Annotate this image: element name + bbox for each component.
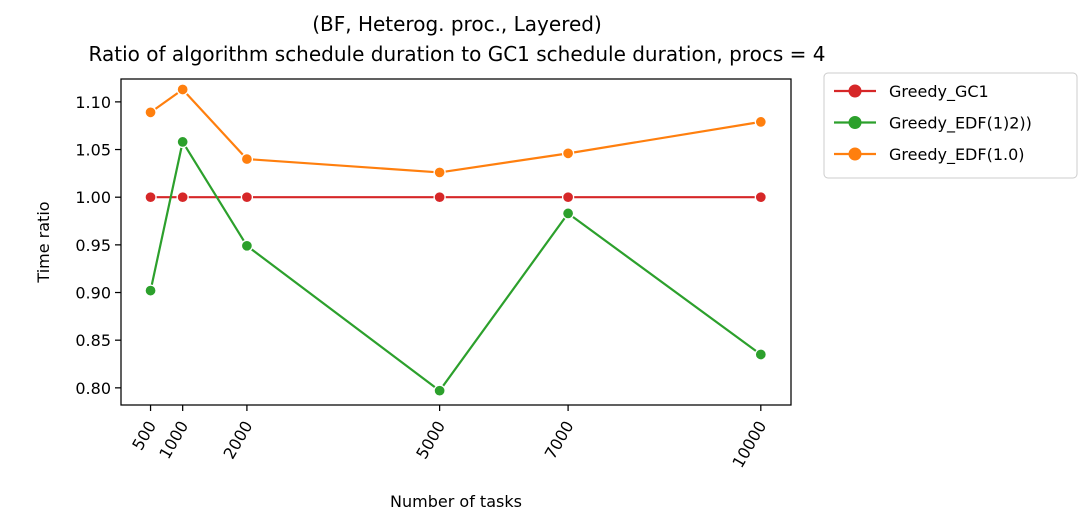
legend-marker	[848, 116, 862, 129]
chart-title-line-1: (BF, Heterog. proc., Layered)	[312, 12, 602, 36]
legend-marker	[848, 84, 862, 98]
y-tick-label: 1.10	[75, 93, 111, 112]
legend-label: Greedy_GC1	[889, 82, 989, 102]
y-tick-label: 1.00	[75, 188, 111, 207]
data-point	[561, 147, 575, 160]
y-tick-label: 0.90	[75, 284, 111, 303]
x-tick-label: 2000	[220, 418, 257, 463]
data-point	[176, 135, 189, 149]
y-tick-label: 0.80	[75, 379, 111, 398]
data-point	[240, 152, 254, 166]
data-point	[754, 191, 767, 204]
y-tick-label: 0.95	[75, 236, 111, 255]
data-point	[144, 191, 157, 204]
data-point	[240, 239, 254, 252]
data-point	[561, 191, 575, 204]
data-point	[240, 191, 254, 204]
series-line	[149, 88, 761, 174]
y-tick-label: 1.05	[75, 141, 111, 160]
series-lines	[149, 88, 762, 392]
data-point	[754, 348, 767, 361]
y-axis-ticks: 0.80 0.85 0.90 0.95 1.00 1.05 1.10	[75, 93, 121, 398]
plot-area-frame	[120, 78, 792, 406]
chart-title-line-2: Ratio of algorithm schedule duration to …	[89, 42, 826, 66]
x-tick-label: 5000	[412, 418, 449, 463]
legend-marker	[848, 147, 862, 161]
x-axis-label: Number of tasks	[390, 492, 522, 511]
data-point	[433, 384, 446, 397]
series-markers	[144, 83, 767, 397]
data-point	[754, 115, 767, 129]
series-line	[149, 140, 762, 392]
y-axis-label: Time ratio	[34, 201, 53, 283]
data-point	[176, 191, 189, 204]
data-point	[176, 83, 189, 96]
data-point	[144, 106, 157, 119]
data-point	[144, 284, 157, 297]
data-point	[433, 166, 446, 179]
legend-label: Greedy_EDF(1)2))	[889, 114, 1032, 134]
x-tick-label: 1000	[155, 418, 192, 463]
y-tick-label: 0.85	[75, 331, 111, 350]
legend-frame	[823, 72, 1078, 179]
x-tick-label: 10000	[728, 418, 770, 472]
legend: Greedy_GC1 Greedy_EDF(1)2)) Greedy_EDF(1.0…	[823, 72, 1078, 179]
x-tick-label: 500	[128, 418, 160, 454]
x-tick-label: 7000	[541, 418, 578, 463]
legend-label: Greedy_EDF(1.0)	[889, 145, 1025, 165]
data-point	[561, 207, 575, 220]
data-point	[433, 191, 446, 204]
